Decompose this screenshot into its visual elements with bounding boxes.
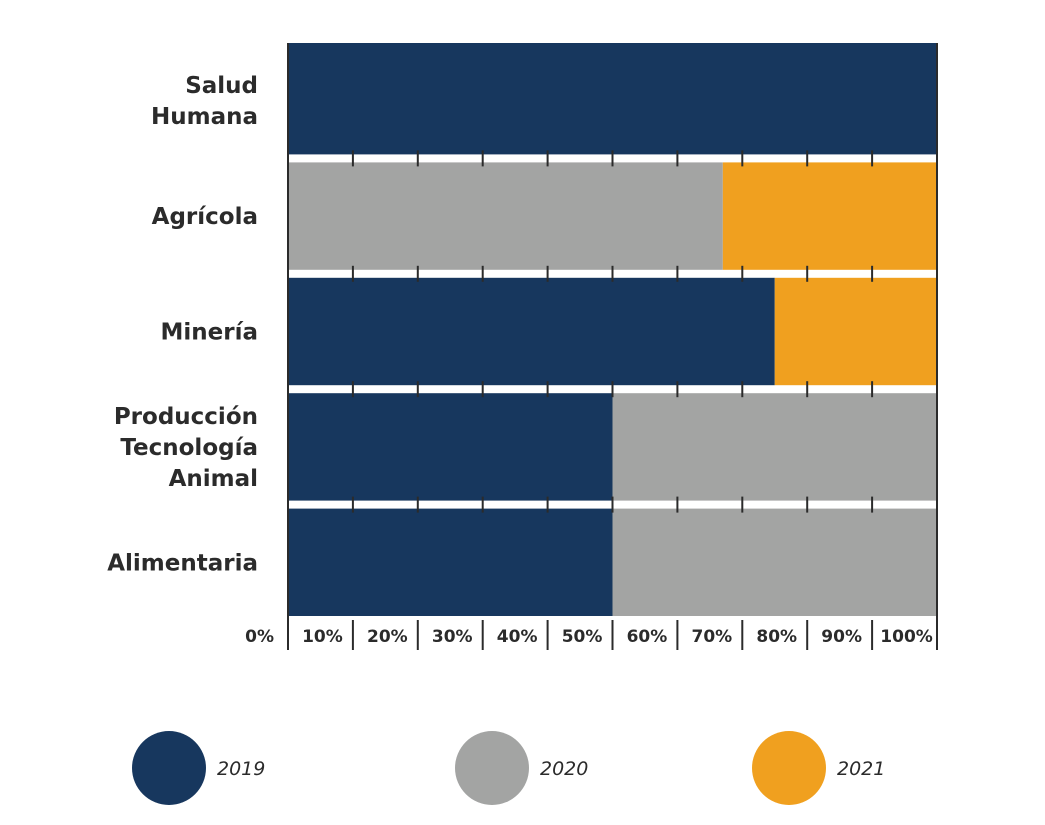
grid-layer	[287, 43, 938, 650]
x-tick-label: 50%	[562, 627, 603, 647]
category-label-salud: Humana	[151, 104, 258, 130]
category-label-alimentaria: Alimentaria	[107, 550, 258, 576]
x-tick-label: 10%	[302, 627, 343, 647]
bar-mineria-2019	[288, 277, 775, 386]
x-tick-label: 0%	[245, 627, 274, 647]
x-tick-label: 70%	[691, 627, 732, 647]
legend: 2019 2020 2021	[132, 731, 885, 805]
category-label-produccion: Animal	[169, 466, 258, 492]
x-tick-label: 80%	[756, 627, 797, 647]
x-tick-label: 30%	[432, 627, 473, 647]
category-label-salud: Salud	[185, 73, 258, 99]
category-label-agricola: Agrícola	[152, 204, 258, 230]
legend-swatch-2020	[455, 731, 529, 805]
bar-agricola-2021	[722, 162, 937, 270]
labels-layer: 0% 10% 20% 30% 40% 50% 60% 70% 80% 90% 100% Salud Hu…	[107, 73, 933, 647]
bar-alimentaria-2019	[288, 508, 613, 616]
legend-swatch-2021	[752, 731, 826, 805]
bar-mineria-2021	[774, 277, 937, 386]
legend-label-2019: 2019	[217, 758, 265, 780]
bars-layer	[288, 43, 937, 616]
x-tick-label: 60%	[627, 627, 668, 647]
x-tick-label: 90%	[821, 627, 862, 647]
x-tick-label: 20%	[367, 627, 408, 647]
legend-swatch-2019	[132, 731, 206, 805]
bar-agricola-2020	[288, 162, 723, 270]
x-tick-label: 100%	[880, 627, 933, 647]
legend-label-2021: 2021	[837, 758, 885, 780]
category-label-mineria: Minería	[161, 320, 259, 346]
category-label-produccion: Tecnología	[120, 435, 258, 461]
legend-label-2020: 2020	[540, 758, 588, 780]
bar-produccion-2020	[612, 393, 937, 501]
bar-salud-2019	[288, 43, 937, 155]
bar-alimentaria-2020	[612, 508, 937, 616]
bar-produccion-2019	[288, 393, 613, 501]
category-label-produccion: Producción	[114, 404, 258, 430]
x-tick-label: 40%	[497, 627, 538, 647]
